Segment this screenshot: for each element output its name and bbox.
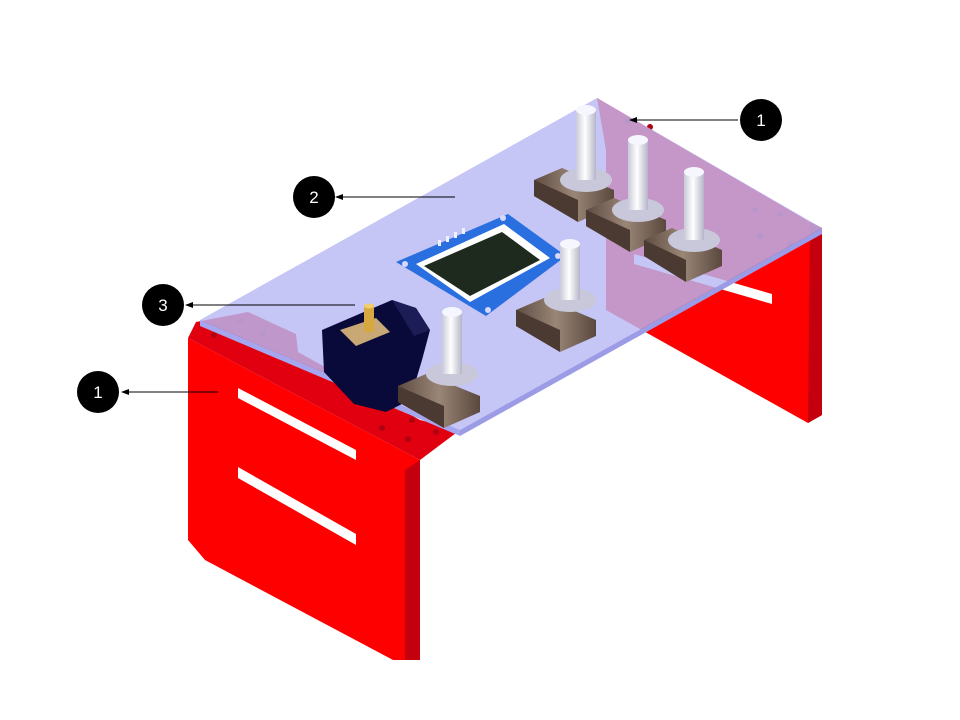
oled-display (396, 214, 566, 316)
callout-b-label: 2 (309, 188, 318, 207)
callout-a-label: 1 (756, 111, 765, 130)
potentiometer-2 (586, 135, 666, 252)
callout-b: 2 (293, 176, 335, 218)
potentiometer-1 (534, 105, 614, 222)
left-bracket (188, 312, 460, 660)
callout-d: 1 (77, 371, 119, 413)
callout-c: 3 (142, 284, 184, 326)
potentiometer-3 (644, 167, 722, 282)
servo-shaft (364, 306, 374, 332)
callout-d-label: 1 (93, 383, 102, 402)
left-bracket-slot-upper (238, 388, 356, 460)
callout-a: 1 (740, 99, 782, 141)
potentiometer-5 (398, 307, 480, 428)
potentiometer-4 (516, 239, 596, 352)
left-bracket-slot-lower (238, 467, 356, 545)
callout-c-label: 3 (158, 296, 167, 315)
oled-screen (424, 232, 540, 296)
